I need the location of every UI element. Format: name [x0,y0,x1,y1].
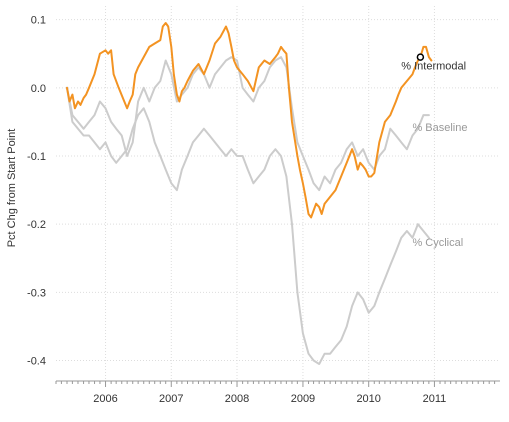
y-tick-label: -0.2 [27,219,46,231]
y-tick-label: 0.1 [31,15,46,27]
gridlines [56,6,500,381]
series-line-intermodal [66,22,433,219]
x-tick-label: 2010 [356,393,380,405]
axes: 0.1 0.0 -0.1 -0.2 -0.3 -0.4 2006 2007 2008 2009 20… [27,15,500,405]
x-tick-label: 2009 [291,393,315,405]
highlight-point-marker [416,53,425,61]
y-axis-title: Pct Chg from Start Point [6,129,18,248]
series-line-baseline [66,56,430,192]
x-tick-label: 2006 [93,393,117,405]
series-lines [66,22,433,365]
x-tick-label: 2008 [225,393,249,405]
series-label-intermodal: % Intermodal [401,60,466,72]
highlight-markers [416,53,425,61]
y-tick-label: -0.4 [27,356,46,368]
series-label-cyclical: % Cyclical [412,237,463,249]
x-tick-label: 2007 [159,393,183,405]
series-line-cyclical [66,86,430,365]
y-tick-label: -0.3 [27,287,46,299]
y-tick-label: -0.1 [27,151,46,163]
series-labels: % Intermodal % Baseline % Cyclical [401,60,467,249]
x-tick-label: 2011 [423,393,447,405]
y-tick-label: 0.0 [31,83,46,95]
series-label-baseline: % Baseline [412,122,467,134]
